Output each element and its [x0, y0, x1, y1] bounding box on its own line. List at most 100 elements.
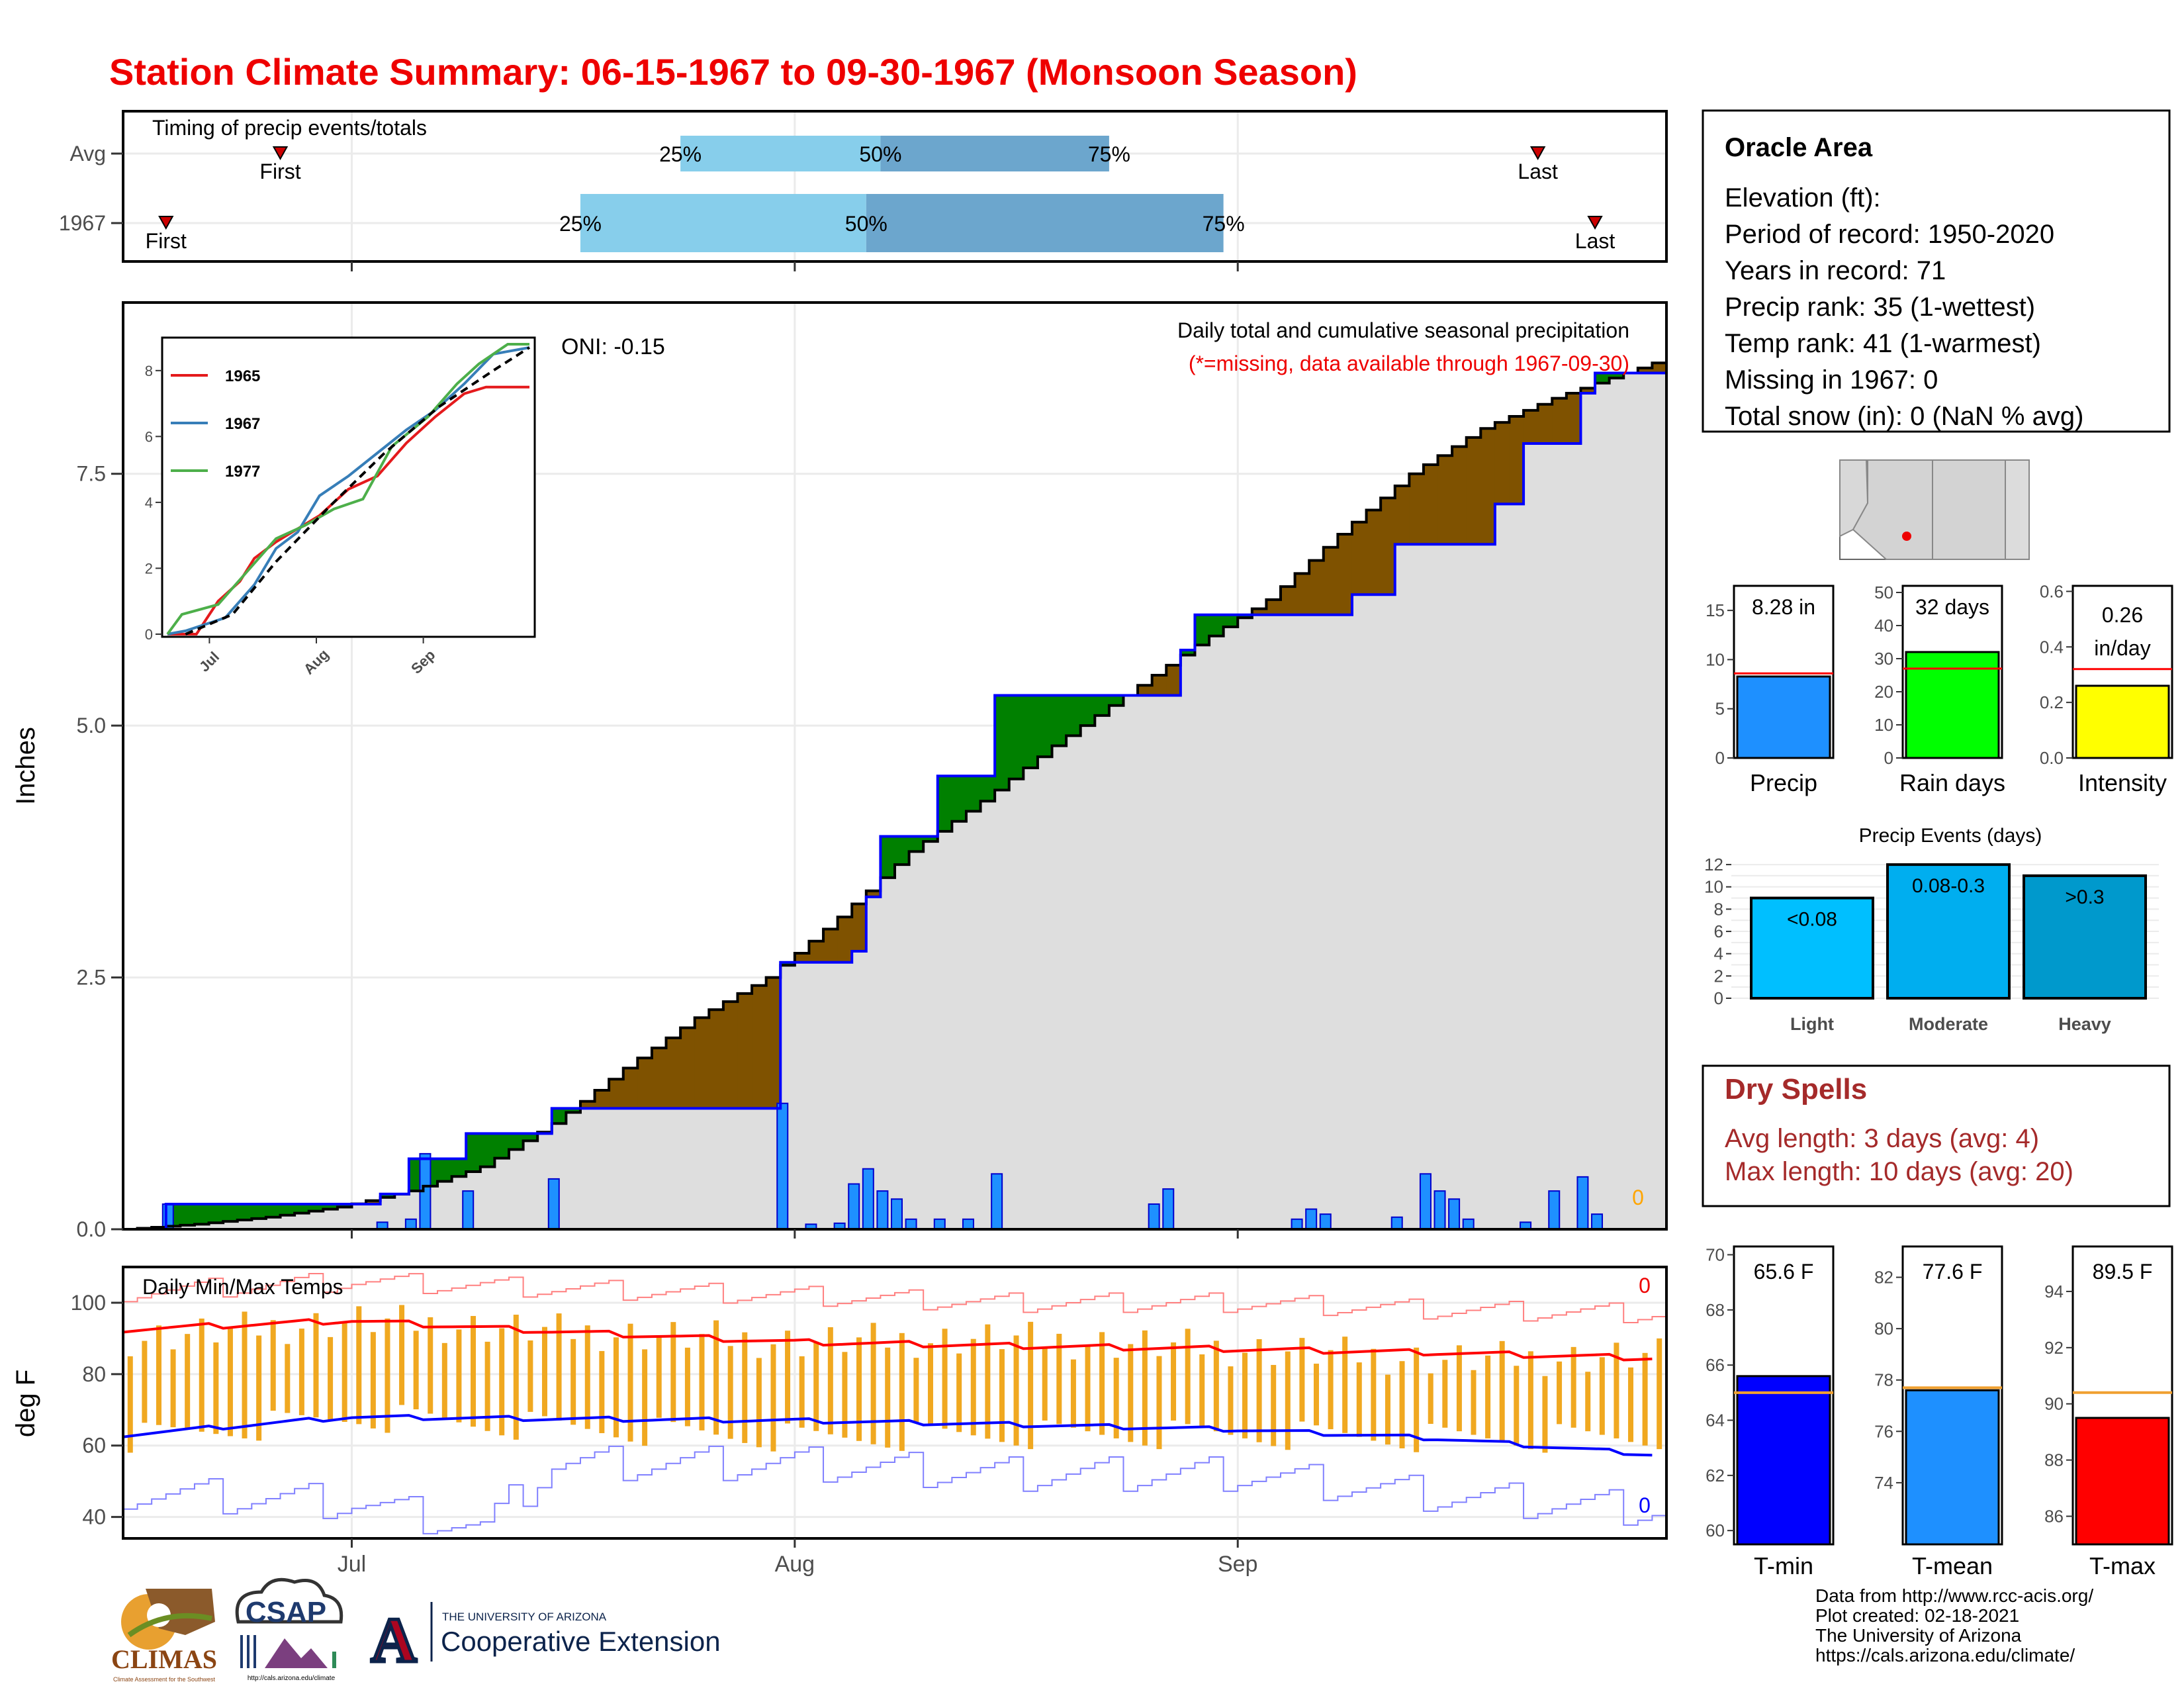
precip-below-avg-fill [1251, 608, 1267, 615]
precip-above-avg-fill [1195, 614, 1210, 645]
daily-temp-range-bar [270, 1320, 276, 1411]
timing-pct-label: 25% [659, 142, 702, 166]
precip-below-avg-fill [723, 1002, 739, 1109]
daily-temp-range-bar [584, 1325, 590, 1429]
precip-below-avg-fill [1552, 398, 1567, 444]
tmax-value-label: 89.5 F [2093, 1260, 2153, 1284]
tmean-label: T-mean [1912, 1552, 1993, 1579]
station-name: Oracle Area [1725, 133, 1873, 162]
precip-above-avg-fill [380, 1194, 395, 1197]
timing-first-label: First [259, 160, 300, 183]
precip-cum-area [295, 1213, 310, 1229]
precip-cum-area [1238, 618, 1253, 1229]
rain-days-ytick-label: 0 [1884, 748, 1893, 768]
avg-max-line [122, 1318, 1653, 1362]
precip-cum-area [1637, 373, 1653, 1229]
daily-temp-range-bar [684, 1347, 690, 1427]
precip-cum-area [1052, 745, 1067, 1229]
rain-days-mini-label: Rain days [1899, 769, 2005, 796]
station-info-line: Period of record: 1950-2020 [1725, 220, 2054, 249]
tmean-ytick-label: 78 [1874, 1370, 1893, 1390]
precip-above-avg-fill [995, 695, 1010, 790]
timing-last-label: Last [1575, 229, 1615, 253]
precip-below-avg-fill [609, 1079, 624, 1109]
precip-below-avg-fill [651, 1048, 667, 1109]
station-info-line: Total snow (in): 0 (NaN % avg) [1725, 402, 2083, 431]
precip-above-avg-fill [480, 1133, 496, 1167]
events-bar [2023, 874, 2147, 1000]
precip-cum-area [1537, 444, 1553, 1229]
precip-below-avg-fill [794, 953, 810, 962]
daily-temp-range-bar [1299, 1338, 1305, 1422]
daily-temp-range-bar [1256, 1339, 1262, 1442]
precip-cum-area [308, 1211, 324, 1229]
daily-temp-range-bar [1328, 1350, 1334, 1430]
precip-cum-area [437, 1181, 453, 1229]
precip-cum-area [1266, 614, 1281, 1229]
precip-ytick-label: 5 [1715, 699, 1725, 719]
precip-cum-area [1494, 504, 1510, 1229]
daily-precip-bar [1419, 1173, 1432, 1230]
daily-temp-range-bar [985, 1324, 991, 1439]
precip-above-avg-fill [265, 1203, 281, 1217]
intensity-ytick-label: 0.6 [2040, 581, 2064, 601]
precip-cum-area [1152, 695, 1167, 1229]
timing-bar-q50-q75 [880, 136, 1109, 171]
daily-temp-range-bar [1642, 1352, 1648, 1446]
precip-cum-area [723, 1108, 739, 1229]
events-bar-range-label: <0.08 [1787, 909, 1837, 931]
tmin-ytick-label: 68 [1706, 1300, 1725, 1320]
precip-above-avg-fill [1223, 614, 1238, 627]
daily-temp-range-bar [1156, 1356, 1162, 1450]
intensity-ytick-label: 0.2 [2040, 692, 2064, 712]
daily-temp-range-bar [1499, 1340, 1505, 1442]
location-map [1839, 459, 2030, 560]
daily-temp-range-bar [1285, 1351, 1291, 1450]
daily-temp-range-bar [513, 1315, 519, 1440]
precip-cum-area [1623, 373, 1639, 1229]
precip-above-avg-fill [323, 1203, 338, 1209]
precip-cum-area [1138, 695, 1153, 1229]
events-ytick-label: 0 [1714, 988, 1723, 1008]
precip-ytick-label: 2.5 [77, 966, 106, 990]
daily-temp-range-bar [1456, 1345, 1462, 1432]
precip-above-avg-fill [909, 836, 924, 852]
precip-cum-area [1251, 614, 1267, 1229]
rain-days-ytick-label: 40 [1874, 616, 1893, 635]
daily-temp-range-bar [1527, 1351, 1533, 1450]
precip-cum-area [1037, 757, 1053, 1229]
precip-above-avg-fill [952, 776, 967, 821]
precip-below-avg-fill [1452, 446, 1467, 545]
events-ytick-label: 8 [1714, 899, 1723, 919]
ua-letter: A [371, 1605, 416, 1675]
timing-row-1967-label: 1967 [59, 211, 106, 235]
daily-precip-bar [776, 1102, 789, 1230]
daily-temp-range-bar [1213, 1340, 1219, 1432]
daily-temp-range-bar [1199, 1354, 1205, 1428]
daily-temp-range-bar [484, 1341, 490, 1431]
daily-precip-bar [462, 1190, 475, 1231]
daily-precip-bar [1548, 1190, 1561, 1231]
inset-ytick-label: 4 [145, 494, 153, 511]
precip-above-avg-fill [437, 1158, 453, 1182]
chart-title: Station Climate Summary: 06-15-1967 to 0… [109, 51, 1357, 93]
events-ytick-label: 4 [1714, 944, 1723, 964]
daily-temp-range-bar [1542, 1376, 1548, 1453]
daily-precip-bar [891, 1198, 903, 1230]
station-marker [1902, 532, 1911, 541]
tmax-ytick-label: 94 [2044, 1282, 2064, 1301]
precip-above-avg-fill [1052, 695, 1067, 746]
daily-precip-bar [876, 1190, 889, 1231]
precip-below-avg-fill [1652, 363, 1667, 373]
precip-cum-area [1452, 544, 1467, 1229]
inset-legend-label: 1967 [225, 415, 260, 433]
precip-cum-area [1095, 715, 1110, 1229]
temp-ylabel: deg F [11, 1370, 40, 1437]
temperature-bar-charts: 60 62 64 66 68 70 65.6 F T-min 74 76 78 80 82 77.6 F T… [1706, 1245, 2173, 1579]
precip-ytick-label: 7.5 [77, 462, 106, 486]
precip-below-avg-fill [637, 1058, 653, 1109]
precip-cum-area [1123, 695, 1138, 1229]
precip-cum-area [180, 1225, 195, 1229]
temp-ytick-label: 80 [82, 1362, 106, 1386]
precip-below-avg-fill [1537, 404, 1553, 444]
